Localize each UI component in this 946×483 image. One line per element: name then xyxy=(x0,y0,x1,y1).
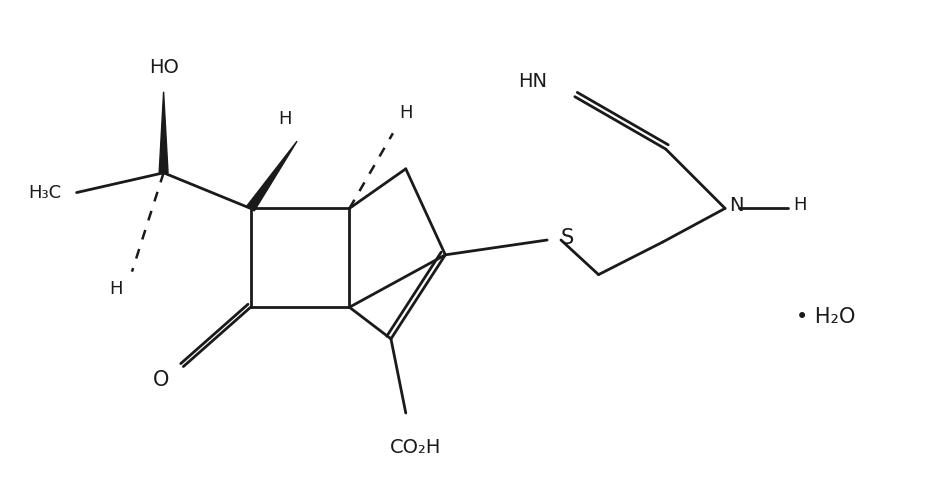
Text: H: H xyxy=(278,111,292,128)
Text: H: H xyxy=(794,197,807,214)
Text: H: H xyxy=(399,104,412,123)
Text: H₃C: H₃C xyxy=(28,184,61,201)
Text: N: N xyxy=(729,196,744,215)
Polygon shape xyxy=(159,92,168,173)
Text: O: O xyxy=(152,370,168,390)
Text: HN: HN xyxy=(518,72,547,91)
Text: HO: HO xyxy=(149,57,179,76)
Text: CO₂H: CO₂H xyxy=(390,438,442,457)
Text: H: H xyxy=(110,281,123,298)
Text: S: S xyxy=(561,228,574,248)
Text: • H₂O: • H₂O xyxy=(797,307,855,327)
Polygon shape xyxy=(247,141,297,211)
